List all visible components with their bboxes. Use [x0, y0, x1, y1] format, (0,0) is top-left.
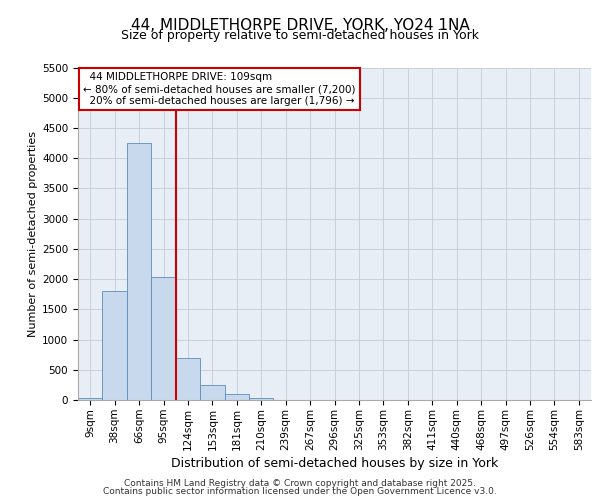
Text: 44, MIDDLETHORPE DRIVE, YORK, YO24 1NA: 44, MIDDLETHORPE DRIVE, YORK, YO24 1NA — [131, 18, 469, 32]
Bar — [249, 398, 274, 400]
Text: Contains public sector information licensed under the Open Government Licence v3: Contains public sector information licen… — [103, 487, 497, 496]
Bar — [127, 143, 151, 400]
Bar — [78, 398, 103, 400]
Bar — [224, 394, 249, 400]
Y-axis label: Number of semi-detached properties: Number of semi-detached properties — [28, 130, 38, 337]
X-axis label: Distribution of semi-detached houses by size in York: Distribution of semi-detached houses by … — [171, 456, 498, 469]
Text: Size of property relative to semi-detached houses in York: Size of property relative to semi-detach… — [121, 28, 479, 42]
Bar — [200, 385, 224, 400]
Text: Contains HM Land Registry data © Crown copyright and database right 2025.: Contains HM Land Registry data © Crown c… — [124, 478, 476, 488]
Bar — [151, 278, 176, 400]
Bar — [103, 291, 127, 400]
Text: 44 MIDDLETHORPE DRIVE: 109sqm
← 80% of semi-detached houses are smaller (7,200)
: 44 MIDDLETHORPE DRIVE: 109sqm ← 80% of s… — [83, 72, 356, 106]
Bar — [176, 358, 200, 400]
